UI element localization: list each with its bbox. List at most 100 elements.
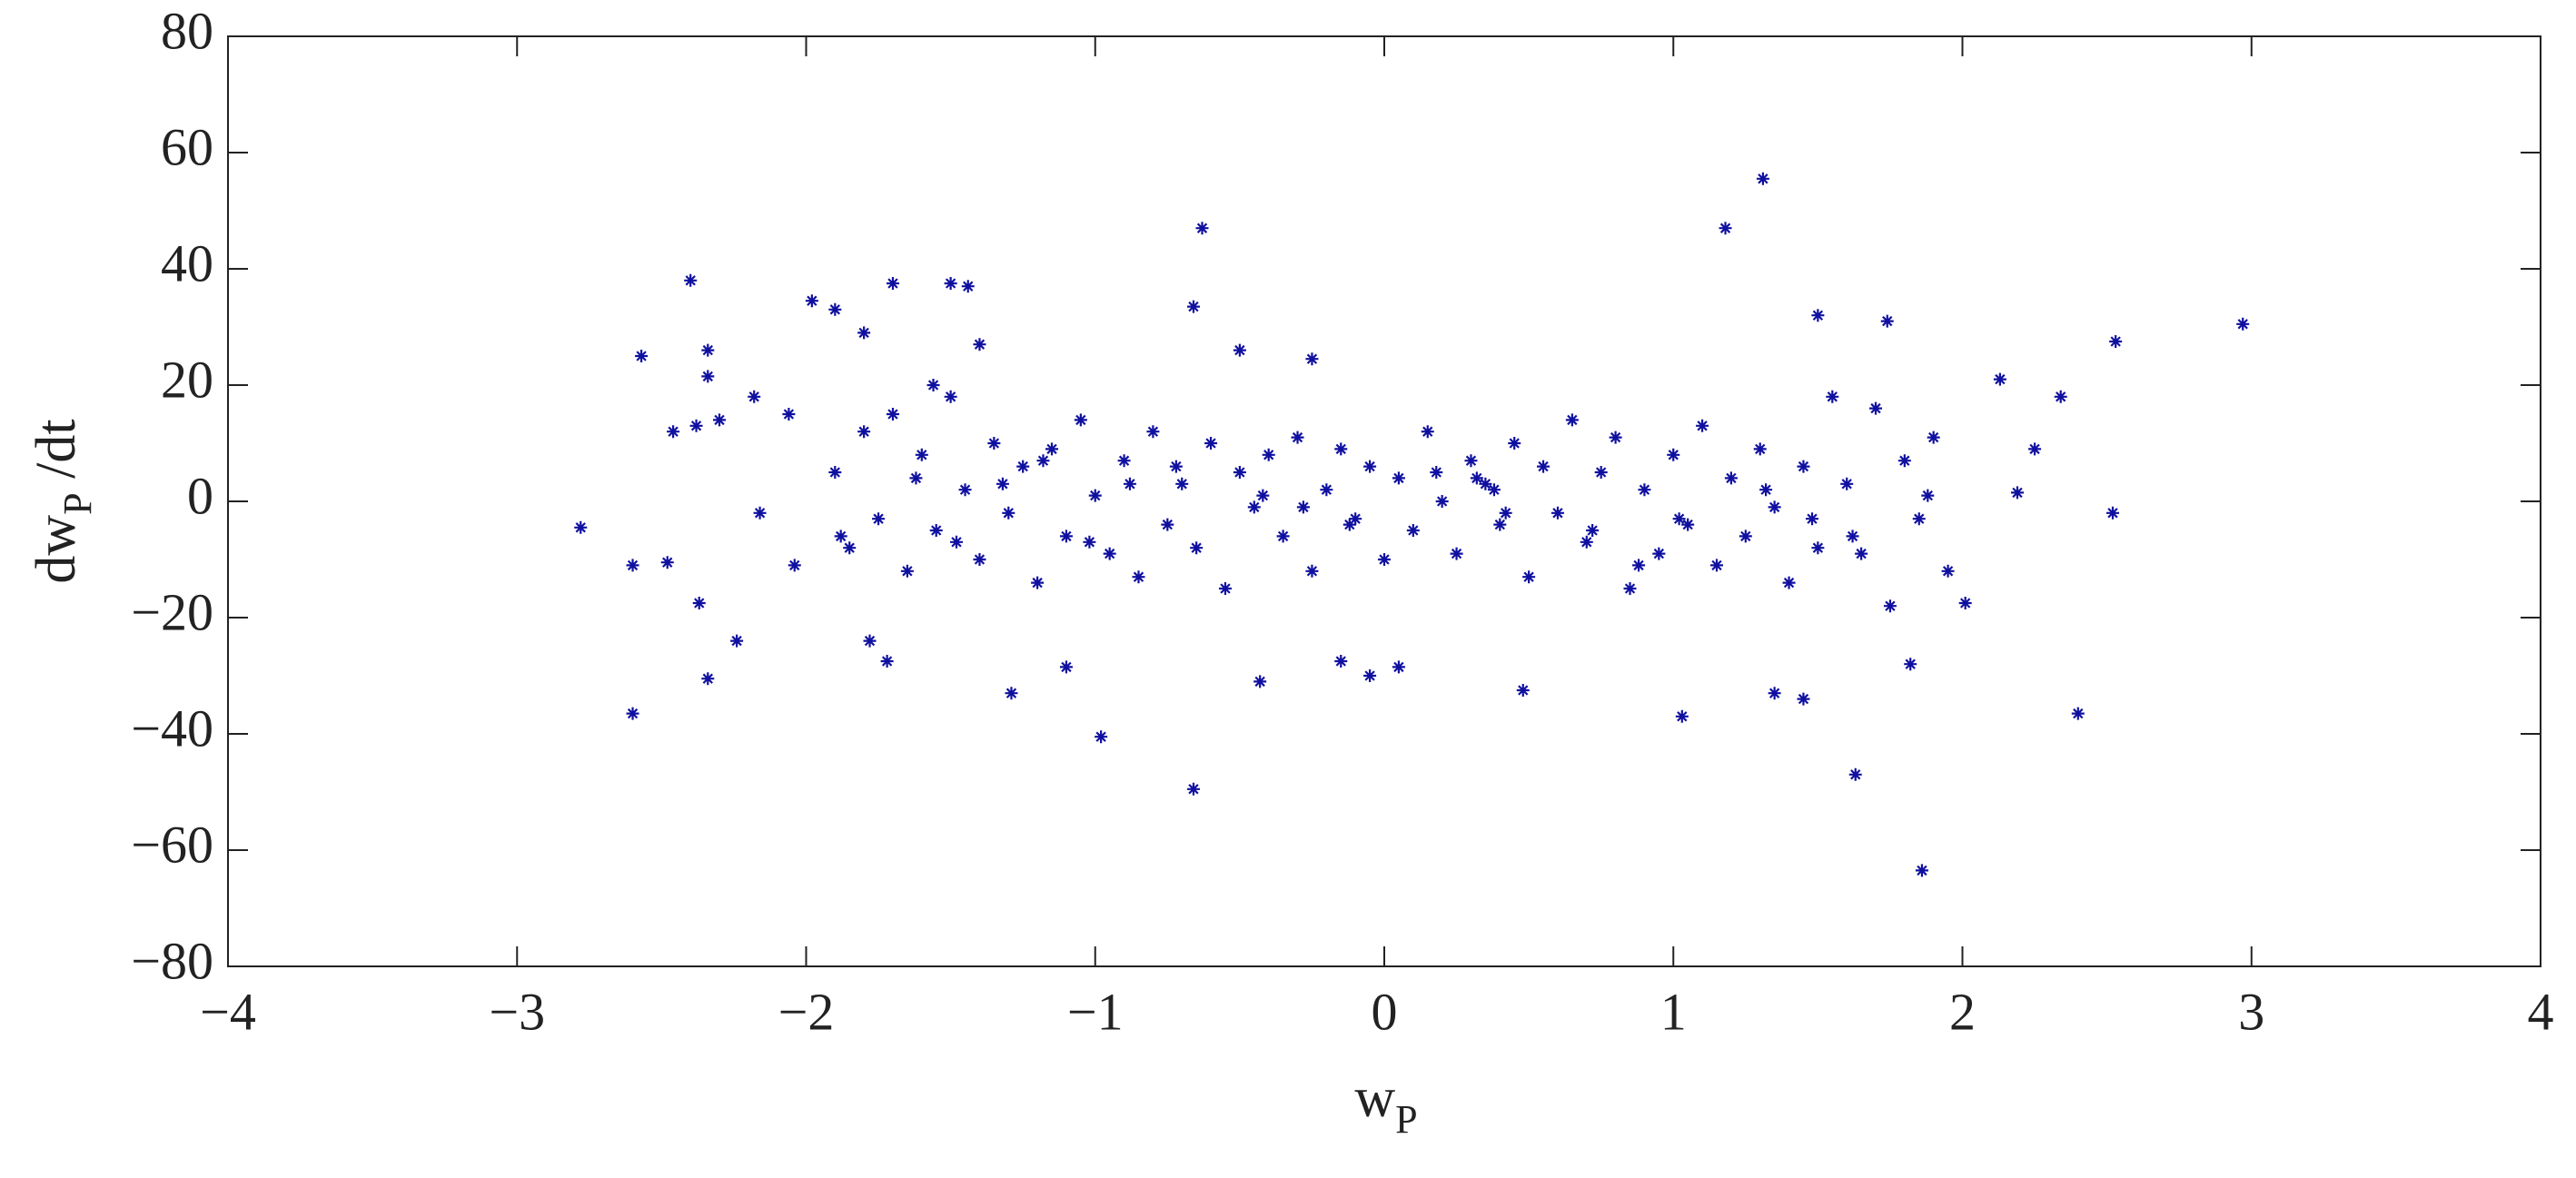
- y-tick-label: −80: [131, 931, 213, 990]
- point: [1378, 553, 1391, 566]
- point: [1083, 535, 1096, 549]
- point: [788, 559, 801, 572]
- point: [701, 672, 715, 686]
- point: [1296, 500, 1310, 514]
- point: [926, 379, 940, 391]
- point: [1430, 466, 1443, 479]
- point: [1709, 559, 1723, 572]
- y-label-sub: P: [55, 492, 100, 514]
- point: [1565, 413, 1579, 427]
- point: [1036, 454, 1050, 468]
- x-tick-label: −3: [489, 982, 545, 1041]
- point: [689, 419, 703, 432]
- point: [1233, 466, 1246, 479]
- x-label-sub: P: [1395, 1097, 1417, 1142]
- point: [1869, 401, 1883, 415]
- point: [1522, 570, 1536, 584]
- point: [1927, 431, 1940, 444]
- point: [1233, 343, 1246, 357]
- point: [713, 413, 727, 427]
- point: [1499, 506, 1512, 520]
- point: [1088, 489, 1102, 502]
- point: [1594, 466, 1608, 479]
- point: [1059, 660, 1073, 674]
- point: [1941, 564, 1955, 578]
- point: [1253, 675, 1267, 688]
- point: [1305, 352, 1319, 366]
- point: [1811, 541, 1825, 555]
- point: [692, 597, 706, 609]
- point: [1334, 442, 1348, 456]
- point: [1797, 460, 1810, 473]
- point: [2028, 442, 2042, 456]
- point: [1095, 730, 1108, 744]
- y-tick-label: 80: [161, 1, 213, 60]
- point: [880, 655, 894, 668]
- point: [1586, 524, 1600, 537]
- point: [1334, 655, 1348, 668]
- point: [915, 448, 928, 461]
- point: [626, 559, 639, 572]
- point: [667, 425, 680, 439]
- point: [1406, 524, 1420, 537]
- point: [1016, 460, 1030, 473]
- point: [2105, 506, 2119, 520]
- point: [1190, 541, 1204, 555]
- point: [1623, 582, 1637, 595]
- point: [1739, 530, 1752, 543]
- point: [1479, 477, 1492, 490]
- point: [1132, 570, 1145, 584]
- point: [1768, 687, 1781, 700]
- y-tick-label: −20: [131, 582, 213, 641]
- point: [1218, 582, 1232, 595]
- point: [886, 277, 899, 290]
- point: [1826, 390, 1839, 403]
- point: [1904, 658, 1917, 671]
- point: [626, 707, 639, 720]
- point: [1161, 518, 1174, 531]
- x-tick-label: −2: [778, 982, 835, 1041]
- point: [857, 326, 871, 340]
- point: [944, 390, 957, 403]
- point: [834, 530, 847, 543]
- point: [782, 408, 796, 421]
- point: [1005, 687, 1018, 700]
- x-tick-label: 4: [2528, 982, 2554, 1041]
- point: [1349, 512, 1362, 526]
- point: [996, 477, 1009, 490]
- point: [1782, 576, 1796, 589]
- point: [1806, 512, 1819, 526]
- y-tick-label: −40: [131, 698, 213, 757]
- point: [1487, 483, 1501, 497]
- point: [1256, 489, 1270, 502]
- point: [1811, 309, 1825, 322]
- x-tick-label: 3: [2238, 982, 2264, 1041]
- point: [1002, 506, 1016, 520]
- plot-frame: [227, 35, 2541, 967]
- point: [1186, 300, 1200, 313]
- point: [1103, 547, 1116, 560]
- point: [1537, 460, 1551, 473]
- point: [1363, 669, 1377, 682]
- y-tick-label: 0: [187, 466, 213, 525]
- point: [900, 564, 914, 578]
- point: [843, 541, 857, 555]
- point: [1753, 442, 1767, 456]
- point: [1632, 559, 1646, 572]
- x-tick-label: 1: [1660, 982, 1687, 1041]
- point: [753, 506, 767, 520]
- y-tick-label: 60: [161, 117, 213, 176]
- point: [1681, 518, 1695, 531]
- point: [660, 556, 674, 569]
- point: [1470, 471, 1483, 485]
- point: [1516, 684, 1530, 697]
- point: [2071, 707, 2085, 720]
- point: [1846, 530, 1859, 543]
- point: [1756, 172, 1769, 185]
- point: [1045, 442, 1059, 456]
- point: [1921, 489, 1935, 502]
- point: [2054, 390, 2067, 403]
- x-axis-label: wP: [1354, 1067, 1417, 1142]
- point: [958, 483, 972, 497]
